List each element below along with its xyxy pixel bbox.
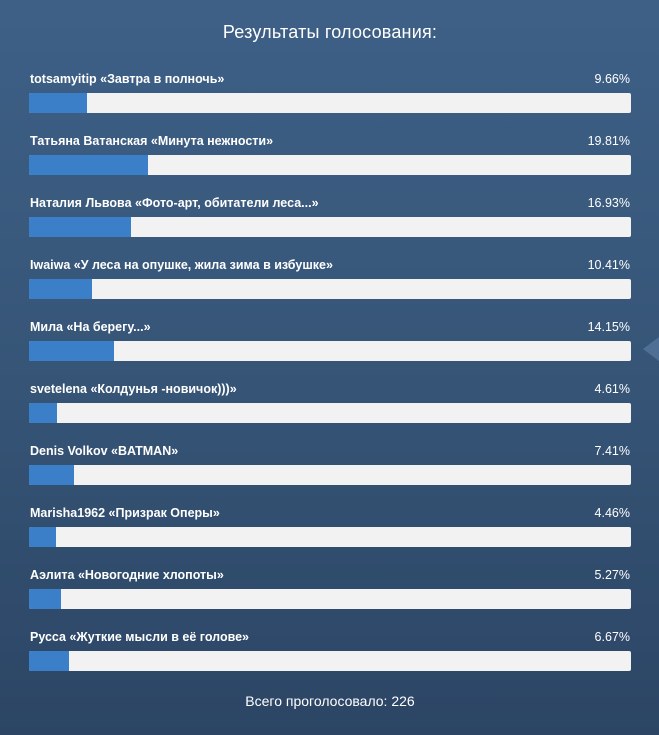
option-progress-bar <box>29 651 631 671</box>
poll-option: Русса «Жуткие мысли в её голове» 6.67% <box>29 630 631 692</box>
option-label: totsamyitip «Завтра в полночь» <box>30 72 225 86</box>
option-progress-bar <box>29 155 631 175</box>
option-percent: 14.15% <box>587 320 630 334</box>
poll-option: Татьяна Ватанская «Минута нежности» 19.8… <box>29 134 631 196</box>
option-progress-fill <box>29 341 115 361</box>
option-label: Мила «На берегу...» <box>30 320 151 334</box>
poll-options-list: totsamyitip «Завтра в полночь» 9.66% Тат… <box>29 72 631 692</box>
arrow-left-icon[interactable] <box>643 337 659 361</box>
poll-option: Наталия Львова «Фото-арт, обитатели леса… <box>29 196 631 258</box>
option-label: Marisha1962 «Призрак Оперы» <box>30 506 220 520</box>
poll-option: Marisha1962 «Призрак Оперы» 4.46% <box>29 506 631 568</box>
poll-option: Iwaiwa «У леса на опушке, жила зима в из… <box>29 258 631 320</box>
option-label: svetelena «Колдунья -новичок)))» <box>30 382 237 396</box>
option-label: Аэлита «Новогодние хлопоты» <box>30 568 224 582</box>
option-label: Iwaiwa «У леса на опушке, жила зима в из… <box>30 258 333 272</box>
option-progress-bar <box>29 341 631 361</box>
poll-total-votes: Всего проголосовало: 226 <box>245 693 415 709</box>
poll-title: Результаты голосования: <box>222 22 438 42</box>
option-percent: 16.93% <box>587 196 630 210</box>
option-progress-bar <box>29 93 631 113</box>
option-progress-fill <box>29 93 88 113</box>
poll-option: Аэлита «Новогодние хлопоты» 5.27% <box>29 568 631 630</box>
option-progress-fill <box>29 217 131 237</box>
option-progress-bar <box>29 527 631 547</box>
option-label: Татьяна Ватанская «Минута нежности» <box>30 134 274 148</box>
option-progress-fill <box>29 527 56 547</box>
poll-option: svetelena «Колдунья -новичок)))» 4.61% <box>29 382 631 444</box>
option-progress-bar <box>29 403 631 423</box>
option-progress-fill <box>29 589 61 609</box>
option-percent: 5.27% <box>594 568 630 582</box>
option-label: Denis Volkov «BATMAN» <box>30 444 179 458</box>
option-progress-fill <box>29 155 149 175</box>
option-percent: 9.66% <box>594 72 630 86</box>
option-progress-bar <box>29 465 631 485</box>
option-progress-fill <box>29 465 74 485</box>
poll-option: Мила «На берегу...» 14.15% <box>29 320 631 382</box>
option-percent: 7.41% <box>594 444 630 458</box>
option-progress-fill <box>29 651 70 671</box>
option-progress-bar <box>29 589 631 609</box>
option-progress-bar <box>29 217 631 237</box>
option-progress-bar <box>29 279 631 299</box>
option-percent: 10.41% <box>587 258 630 272</box>
poll-option: Denis Volkov «BATMAN» 7.41% <box>29 444 631 506</box>
option-progress-fill <box>29 279 92 299</box>
option-percent: 19.81% <box>587 134 630 148</box>
option-label: Наталия Львова «Фото-арт, обитатели леса… <box>30 196 319 210</box>
poll-option: totsamyitip «Завтра в полночь» 9.66% <box>29 72 631 134</box>
option-percent: 4.46% <box>594 506 630 520</box>
option-percent: 4.61% <box>594 382 630 396</box>
option-label: Русса «Жуткие мысли в её голове» <box>30 630 250 644</box>
option-percent: 6.67% <box>594 630 630 644</box>
option-progress-fill <box>29 403 57 423</box>
